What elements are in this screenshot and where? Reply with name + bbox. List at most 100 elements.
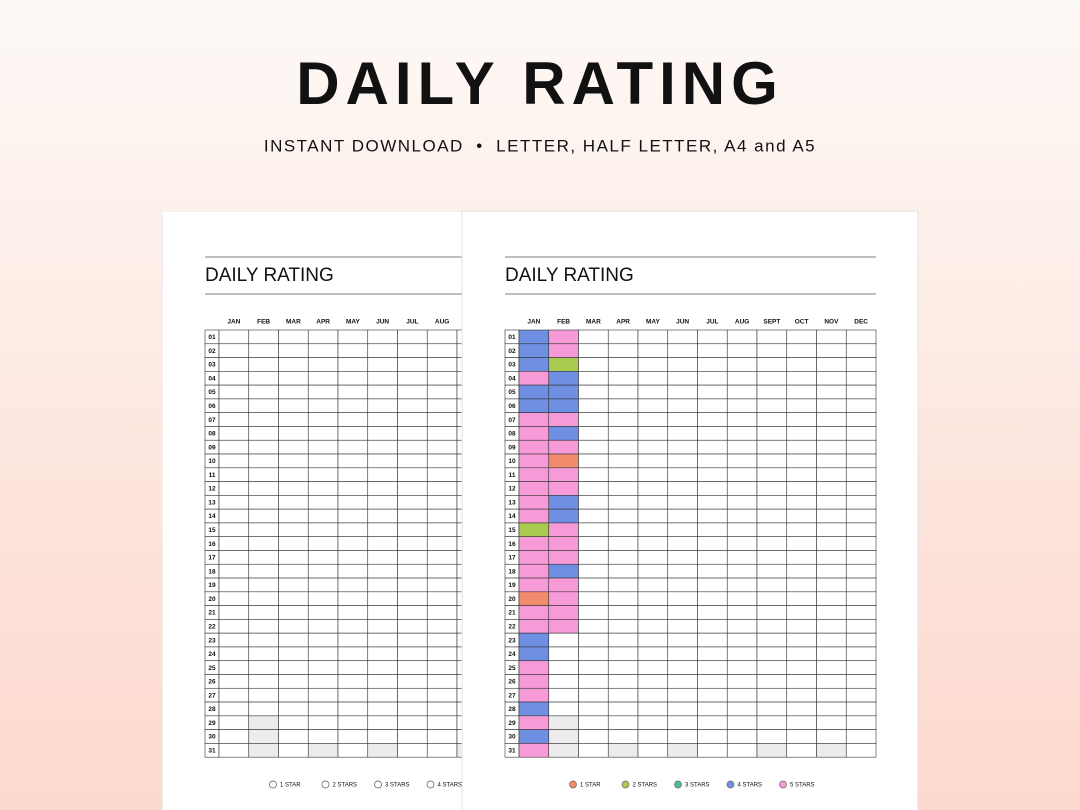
- grid-cell: [607, 384, 639, 400]
- grid-cell: [307, 729, 339, 744]
- grid-cell: [667, 619, 698, 634]
- grid-cell: [667, 646, 698, 662]
- grid-cell: [697, 439, 728, 455]
- grid-cell: [248, 343, 279, 358]
- grid-cell: [248, 329, 279, 345]
- day-label: 24: [208, 651, 216, 658]
- grid-cell: [307, 426, 339, 441]
- rating-cell: [548, 536, 579, 551]
- rating-cell: [518, 687, 550, 703]
- grid-cell: [456, 632, 462, 648]
- month-label: JUL: [406, 319, 418, 326]
- day-label: 29: [208, 720, 216, 727]
- grid-cell: [218, 536, 250, 551]
- grid-cell: [367, 329, 398, 345]
- grid-cell: [367, 536, 398, 551]
- grid-cell: [426, 453, 458, 469]
- grid-cell: [397, 563, 428, 579]
- grid-cell: [726, 467, 758, 482]
- grid-cell: [667, 591, 698, 606]
- month-label: SEPT: [763, 319, 780, 326]
- grid-cell: [697, 453, 728, 469]
- grid-cell: [845, 715, 877, 730]
- grid-cell: [367, 743, 398, 758]
- grid-cell: [697, 481, 728, 496]
- grid-cell: [307, 371, 339, 386]
- grid-cell: [337, 398, 369, 413]
- grid-cell: [816, 536, 847, 551]
- grid-cell: [578, 729, 609, 744]
- grid-cell: [367, 412, 398, 427]
- grid-cell: [845, 646, 877, 662]
- day-label: 25: [208, 665, 216, 672]
- grid-cell: [307, 743, 339, 758]
- grid-cell: [756, 412, 788, 427]
- grid-cell: [248, 426, 279, 441]
- grid-cell: [756, 371, 788, 386]
- rating-cell: [518, 522, 550, 537]
- rating-cell: [548, 550, 579, 565]
- grid-cell: [307, 343, 339, 358]
- grid-cell: [726, 329, 758, 345]
- grid-cell: [756, 426, 788, 441]
- grid-cell: [726, 398, 758, 413]
- grid-cell: [397, 660, 428, 675]
- grid-cell: [816, 371, 847, 386]
- grid-cell: [726, 481, 758, 496]
- grid-cell: [756, 660, 788, 675]
- grid-cell: [578, 660, 609, 675]
- grid-cell: [845, 619, 877, 634]
- day-label: 27: [208, 692, 216, 699]
- grid-cell: [397, 743, 428, 758]
- grid-cell: [456, 329, 462, 345]
- grid-cell: [248, 536, 279, 551]
- grid-cell: [786, 729, 817, 744]
- grid-cell: [337, 632, 369, 648]
- grid-cell: [578, 467, 609, 482]
- grid-cell: [816, 412, 847, 427]
- grid-cell: [218, 439, 250, 455]
- grid-cell: [456, 508, 462, 524]
- grid-cell: [578, 522, 609, 537]
- grid-cell: [218, 453, 250, 469]
- grid-cell: [307, 495, 339, 510]
- rating-cell: [518, 563, 550, 579]
- grid-cell: [756, 536, 788, 551]
- month-label: MAY: [646, 319, 661, 326]
- rating-cell: [518, 453, 550, 469]
- rating-cell: [518, 481, 550, 496]
- grid-cell: [337, 701, 369, 717]
- grid-cell: [456, 701, 462, 717]
- day-label: 13: [208, 499, 216, 506]
- grid-cell: [845, 481, 877, 496]
- grid-cell: [637, 577, 669, 593]
- grid-cell: [578, 646, 609, 662]
- day-label: 23: [508, 637, 516, 644]
- planner-page-left: DAILY RATING JAN FEB MAR APR MAY JUN JUL AUG 01 02…: [162, 211, 462, 810]
- grid-cell: [426, 619, 458, 634]
- grid-cell: [426, 687, 458, 703]
- grid-cell: [786, 384, 817, 400]
- grid-cell: [756, 495, 788, 510]
- grid-cell: [578, 577, 609, 593]
- grid-cell: [248, 591, 279, 606]
- rating-cell: [548, 453, 579, 469]
- grid-cell: [845, 563, 877, 579]
- grid-cell: [397, 550, 428, 565]
- grid-cell: [726, 536, 758, 551]
- grid-cell: [278, 619, 309, 634]
- grid-cell: [367, 439, 398, 455]
- grid-cell: [426, 743, 458, 758]
- grid-cell: [816, 439, 847, 455]
- grid-cell: [726, 605, 758, 620]
- grid-cell: [578, 536, 609, 551]
- grid-cell: [667, 632, 698, 648]
- rating-cell: [518, 343, 550, 358]
- grid-cell: [367, 729, 398, 744]
- grid-cell: [756, 646, 788, 662]
- legend-dot: [726, 780, 735, 789]
- grid-cell: [278, 577, 309, 593]
- grid-cell: [816, 646, 847, 662]
- grid-cell: [218, 343, 250, 358]
- grid-cell: [607, 729, 639, 744]
